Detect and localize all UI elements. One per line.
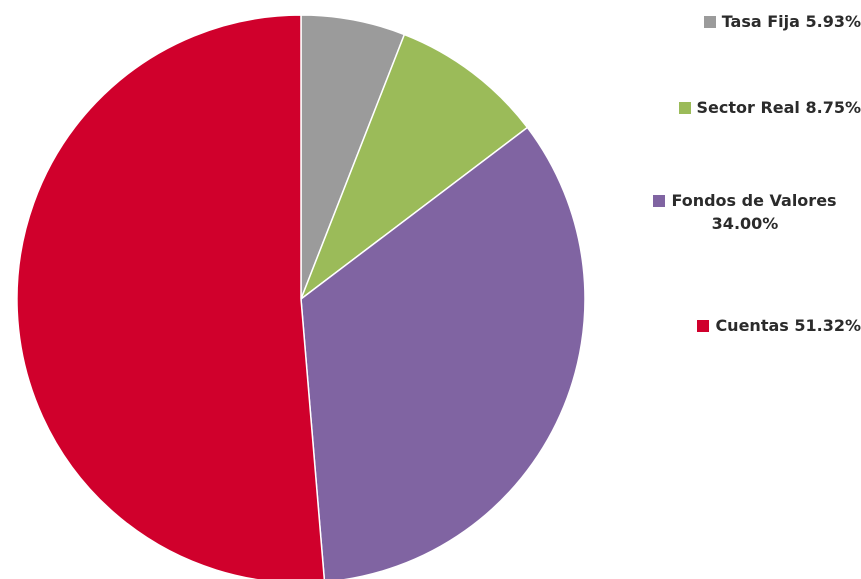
legend-label-sector-real: Sector Real 8.75% [696, 98, 861, 117]
legend-label-cuentas: Cuentas 51.32% [715, 316, 861, 335]
legend-swatch-tasa-fija [703, 16, 716, 28]
legend-item-cuentas: Cuentas 51.32% [697, 314, 861, 337]
legend-item-fondos-de-valores: Fondos de Valores 34.00% [629, 189, 861, 235]
legend-label-fondos-de-valores: Fondos de Valores [671, 191, 837, 210]
legend-item-sector-real: Sector Real 8.75% [678, 96, 861, 119]
legend-swatch-fondos-de-valores [653, 195, 666, 207]
pie-slice-sector-real [300, 33, 529, 300]
legend-swatch-cuentas [697, 320, 710, 332]
pie-slice-fondos-de-valores [300, 126, 586, 579]
legend-value-fondos-de-valores: 34.00% [711, 214, 779, 233]
legend-swatch-sector-real [678, 102, 691, 114]
pie-slice-cuentas [16, 14, 326, 579]
legend-label-tasa-fija: Tasa Fija 5.93% [721, 12, 861, 31]
legend-item-tasa-fija: Tasa Fija 5.93% [703, 10, 861, 33]
